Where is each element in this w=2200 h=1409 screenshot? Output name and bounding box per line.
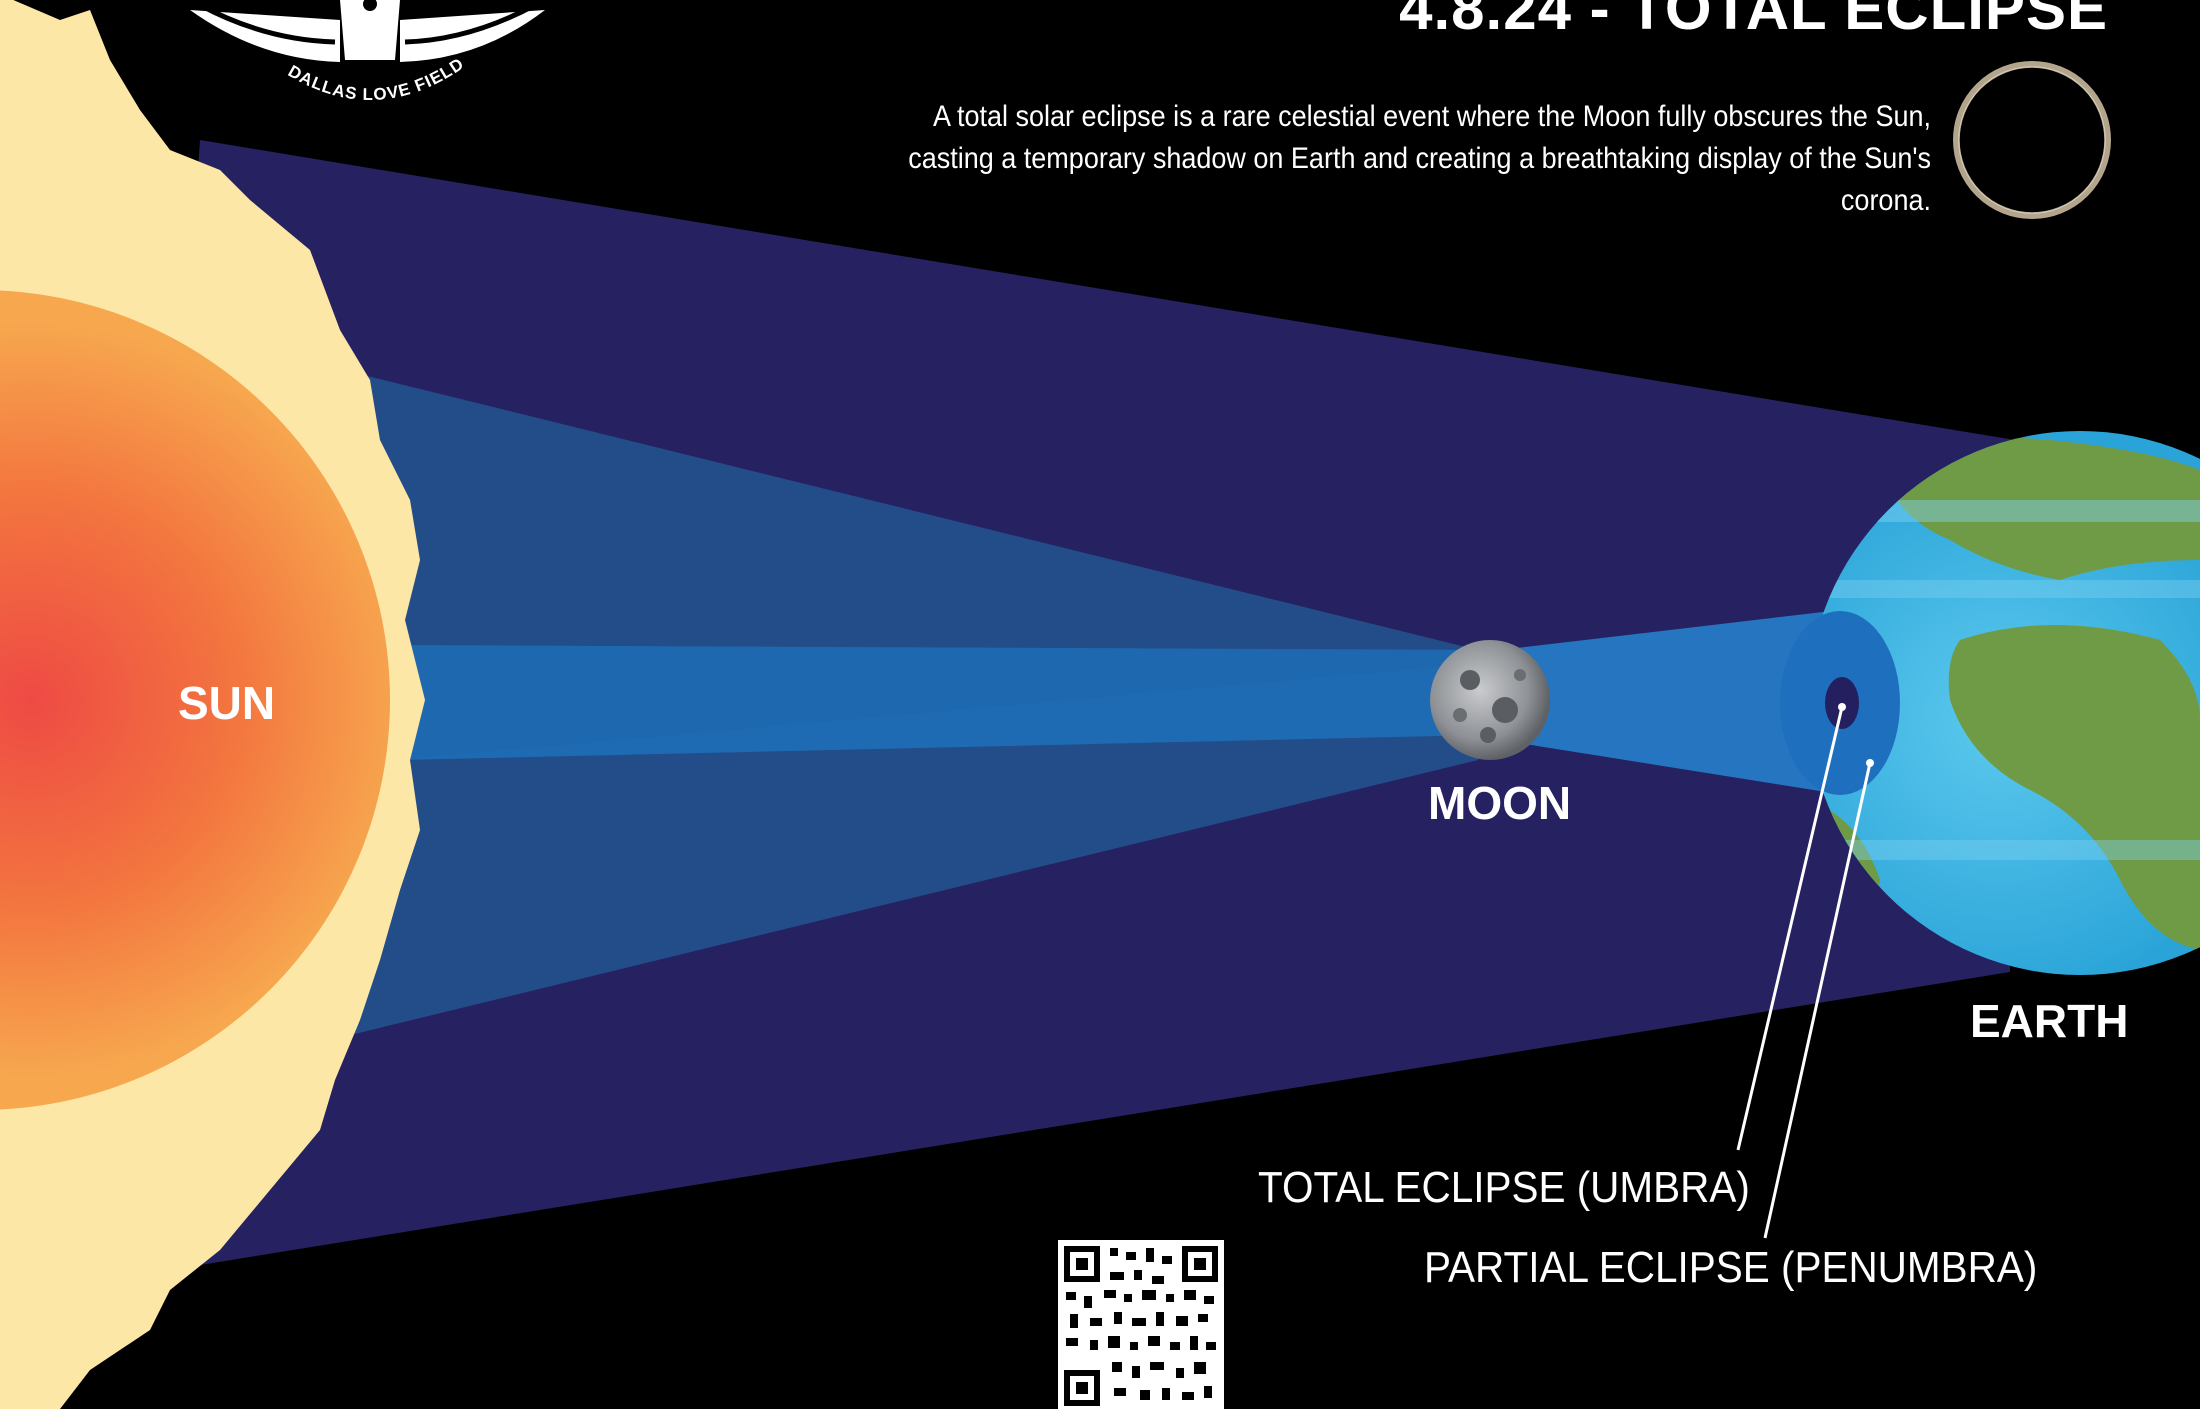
earth-land-north [1880, 438, 2200, 580]
svg-text:DALLAS LOVE FIELD: DALLAS LOVE FIELD [285, 54, 468, 104]
umbra-label: TOTAL ECLIPSE (UMBRA) [1258, 1163, 1750, 1212]
umbra-leader-line [1736, 706, 1844, 1151]
corona-ring-icon [1953, 61, 2111, 219]
description-text: A total solar eclipse is a rare celestia… [908, 100, 1931, 217]
logo-icon: DALLAS LOVE FIELD [190, 0, 545, 104]
sun [0, 0, 425, 1409]
page-title: 4.8.24 - TOTAL ECLIPSE [1399, 0, 2108, 42]
moon-label: MOON [1428, 777, 1572, 829]
sun-label: SUN [178, 677, 276, 729]
umbra-cone-lower [395, 660, 1520, 760]
moon [1430, 640, 1550, 760]
sun-disc [0, 290, 390, 1110]
penumbra-label: PARTIAL ECLIPSE (PENUMBRA) [1424, 1243, 2038, 1292]
qr-code-icon[interactable] [1058, 1240, 1224, 1409]
earth [1808, 431, 2200, 975]
earth-label: EARTH [1970, 995, 2129, 1047]
umbra-shadow-beam [1500, 610, 1845, 795]
penumbra-leader-line [1763, 762, 1872, 1239]
earth-land-africa [1948, 625, 2200, 950]
logo-text: DALLAS LOVE FIELD [285, 54, 467, 104]
